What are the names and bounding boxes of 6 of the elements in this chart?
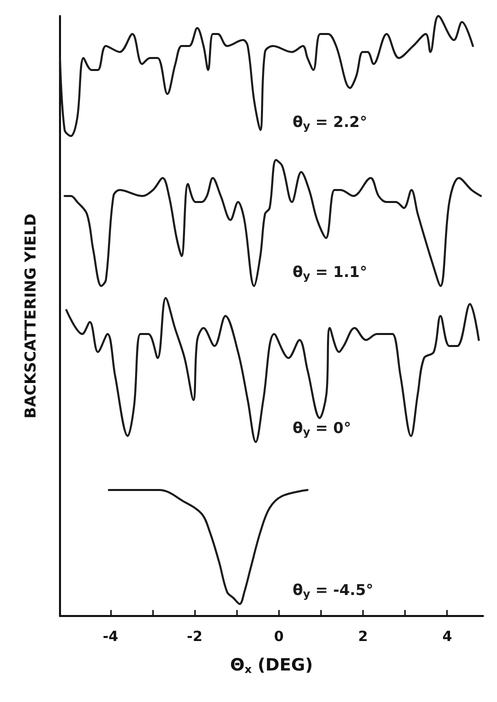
x-tick-label: 2	[358, 629, 368, 645]
x-tick-label: 0	[274, 629, 284, 645]
x-tick-label: 4	[442, 629, 452, 645]
y-axis-title: BACKSCATTERING YIELD	[22, 214, 40, 418]
x-tick-label: -4	[102, 629, 119, 645]
x-tick-label: -2	[186, 629, 202, 645]
